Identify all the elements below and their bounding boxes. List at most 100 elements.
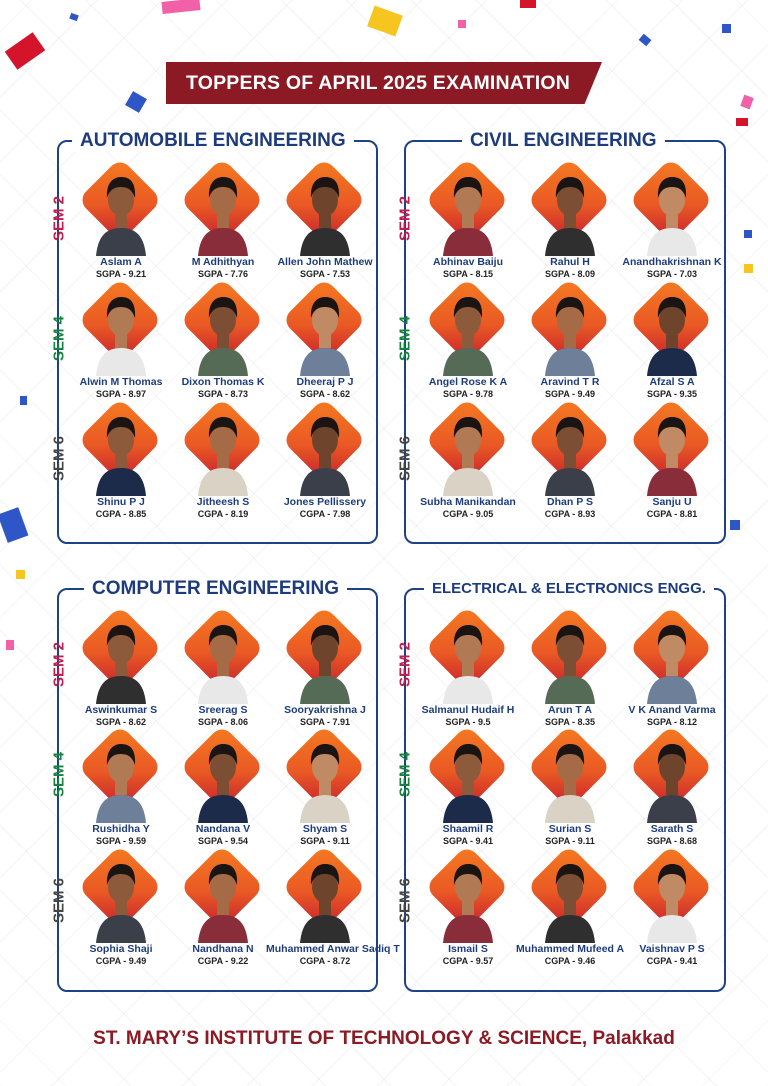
student-card: M Adhithyan SGPA - 7.76 [164,157,282,288]
student-photo [645,168,699,256]
student-card: Aswinkumar S SGPA - 8.62 [62,605,180,736]
student-name: Sreerag S [198,704,248,716]
student-score: SGPA - 9.5 [445,717,491,727]
student-name: Abhinav Baiju [432,256,503,268]
student-photo [196,616,250,704]
student-photo [441,408,495,496]
student-score: CGPA - 8.85 [95,509,147,519]
student-name: Dixon Thomas K [181,376,265,388]
student-card: Surian S SGPA - 9.11 [511,724,629,855]
student-name: Aravind T R [540,376,600,388]
student-card: Aravind T R SGPA - 9.49 [511,277,629,408]
student-photo [645,735,699,823]
student-card: Subha Manikandan CGPA - 9.05 [409,397,527,528]
student-score: SGPA - 9.35 [646,389,698,399]
student-photo [298,408,352,496]
confetti-piece [744,264,753,273]
student-card: Dheeraj P J SGPA - 8.62 [266,277,384,408]
student-name: Vaishnav P S [639,943,705,955]
dept-title-computer: COMPUTER ENGINEERING [84,578,348,600]
student-card: Salmanul Hudaif H SGPA - 9.5 [409,605,527,736]
student-score: CGPA - 9.49 [95,956,147,966]
student-score: SGPA - 7.53 [299,269,351,279]
student-score: SGPA - 7.76 [197,269,249,279]
student-name: Allen John Mathew [277,256,373,268]
student-photo [645,616,699,704]
student-name: Rushidha Y [92,823,150,835]
student-card: Afzal S A SGPA - 9.35 [613,277,731,408]
student-photo [298,288,352,376]
student-photo [94,855,148,943]
student-name: Jitheesh S [196,496,250,508]
student-card: Sooryakrishna J SGPA - 7.91 [266,605,384,736]
student-name: Afzal S A [649,376,695,388]
student-name: Shyam S [302,823,348,835]
student-card: Rushidha Y SGPA - 9.59 [62,724,180,855]
student-photo [196,735,250,823]
student-score: SGPA - 9.49 [544,389,596,399]
student-score: CGPA - 8.81 [646,509,698,519]
student-card: Jitheesh S CGPA - 8.19 [164,397,282,528]
student-score: CGPA - 9.57 [442,956,494,966]
confetti-piece [722,24,731,33]
student-score: SGPA - 8.62 [95,717,147,727]
student-score: SGPA - 8.06 [197,717,249,727]
student-photo [441,616,495,704]
student-name: Aslam A [100,256,142,268]
student-photo [196,408,250,496]
student-photo [94,735,148,823]
student-name: Sooryakrishna J [284,704,366,716]
student-name: Dheeraj P J [296,376,354,388]
student-score: SGPA - 9.59 [95,836,147,846]
student-photo [441,168,495,256]
student-photo [543,408,597,496]
student-name: Sarath S [650,823,694,835]
confetti-piece [20,396,27,405]
student-name: Muhammed Mufeed A [515,943,625,955]
student-name: Arun T A [548,704,592,716]
student-name: Nandana V [195,823,251,835]
student-name: Angel Rose K A [428,376,508,388]
student-score: SGPA - 8.73 [197,389,249,399]
dept-title-electrical: ELECTRICAL & ELECTRONICS ENGG. [424,580,714,597]
student-photo [543,616,597,704]
student-name: Muhammed Anwar Sadiq T [266,943,400,955]
student-name: Jones Pellissery [283,496,367,508]
student-score: SGPA - 9.41 [442,836,494,846]
student-card: Anandhakrishnan K SGPA - 7.03 [613,157,731,288]
student-card: V K Anand Varma SGPA - 8.12 [613,605,731,736]
student-card: Sophia Shaji CGPA - 9.49 [62,844,180,975]
student-card: Dixon Thomas K SGPA - 8.73 [164,277,282,408]
student-card: Nandhana N CGPA - 9.22 [164,844,282,975]
student-photo [441,855,495,943]
confetti-piece [744,230,752,238]
student-score: SGPA - 9.11 [300,836,350,846]
student-card: Shaamil R SGPA - 9.41 [409,724,527,855]
student-photo [196,168,250,256]
student-photo [94,408,148,496]
student-card: Muhammed Anwar Sadiq T CGPA - 8.72 [266,844,400,975]
student-photo [94,168,148,256]
student-card: Shinu P J CGPA - 8.85 [62,397,180,528]
student-name: Salmanul Hudaif H [421,704,515,716]
student-card: Rahul H SGPA - 8.09 [511,157,629,288]
student-name: Subha Manikandan [420,496,516,508]
student-photo [645,408,699,496]
student-name: Sophia Shaji [89,943,153,955]
student-name: Sanju U [652,496,692,508]
student-card: Vaishnav P S CGPA - 9.41 [613,844,731,975]
confetti-piece [458,20,466,28]
student-card: Alwin M Thomas SGPA - 8.97 [62,277,180,408]
confetti-piece [730,520,740,530]
student-photo [298,735,352,823]
institute-footer: ST. MARY’S INSTITUTE OF TECHNOLOGY & SCI… [93,1028,675,1049]
student-photo [196,288,250,376]
student-name: Anandhakrishnan K [622,256,722,268]
student-photo [94,288,148,376]
student-score: SGPA - 8.15 [442,269,494,279]
student-photo [298,855,352,943]
student-photo [543,288,597,376]
student-score: SGPA - 7.91 [299,717,351,727]
dept-title-automobile: AUTOMOBILE ENGINEERING [72,130,354,152]
student-card: Dhan P S CGPA - 8.93 [511,397,629,528]
